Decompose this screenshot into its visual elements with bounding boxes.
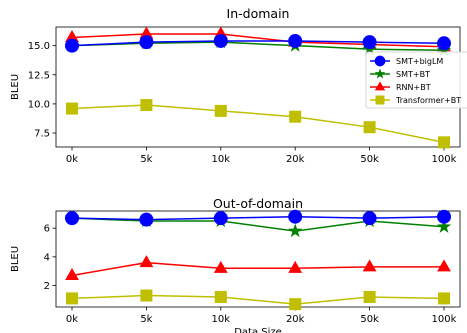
x-axis-label: Data Size (234, 327, 282, 333)
data-point (139, 212, 154, 227)
data-point (65, 38, 79, 53)
x-tick-label: 10k (212, 314, 231, 325)
x-tick-label: 5k (140, 154, 152, 165)
data-point (438, 136, 450, 149)
data-point (437, 36, 451, 51)
series-line (71, 217, 445, 232)
chart-title: Out-of-domain (213, 196, 303, 211)
data-point (438, 292, 450, 305)
y-axis-label: BLEU (10, 246, 21, 272)
data-point (363, 290, 376, 303)
series-transformer-bt (66, 289, 450, 311)
legend-box (365, 51, 467, 109)
y-tick-label: 6 (44, 224, 50, 235)
y-tick-label: 10.0 (28, 99, 50, 110)
chart-title: In-domain (227, 6, 290, 21)
x-tick-label: 0k (66, 154, 78, 165)
y-tick-label: 4 (44, 252, 50, 263)
data-point (214, 290, 227, 303)
x-tick-label: 50k (360, 154, 379, 165)
legend-marker (374, 68, 386, 79)
legend-marker (374, 55, 386, 67)
data-point (66, 102, 78, 115)
legend: SMT+bigLM SMT+BT RNN+BT Transformer+BT (365, 51, 467, 109)
y-tick-label: 7.5 (34, 129, 50, 140)
data-point (288, 223, 303, 238)
data-point (362, 211, 377, 226)
legend-marker (375, 95, 385, 105)
x-tick-label: 0k (66, 314, 78, 325)
data-point (140, 289, 153, 302)
x-tick-label: 10k (212, 154, 231, 165)
legend-entry: RNN+BT (370, 81, 431, 92)
data-point (289, 110, 302, 123)
data-point (65, 211, 79, 226)
series-line (71, 215, 445, 221)
series-smt-biglm (65, 209, 451, 227)
series-line (71, 294, 445, 305)
y-tick-label: 2 (44, 281, 50, 292)
plot-frame (55, 210, 461, 308)
y-tick-label: 12.5 (28, 70, 50, 81)
x-tick-label: 20k (286, 314, 305, 325)
y-tick-label: 15.0 (28, 41, 50, 52)
legend-label: RNN+BT (396, 83, 431, 92)
series-line (71, 261, 444, 277)
y-axis-label: BLEU (10, 74, 21, 100)
series-rnn-bt (65, 255, 451, 280)
x-tick-label: 100k (432, 314, 457, 325)
x-tick-label: 100k (432, 154, 457, 165)
legend-label: SMT+BT (396, 70, 430, 79)
data-point (214, 104, 227, 117)
data-point (289, 298, 302, 311)
legend-label: Transformer+BT (395, 96, 461, 105)
x-tick-label: 20k (286, 154, 305, 165)
data-point (139, 255, 154, 268)
legend-marker (374, 81, 386, 91)
data-point (139, 35, 154, 50)
data-point (213, 211, 228, 226)
legend-entry: SMT+bigLM (370, 55, 443, 67)
series-line (71, 33, 445, 48)
data-point (213, 33, 228, 48)
series-line (71, 104, 445, 144)
data-point (288, 33, 303, 48)
data-point (362, 259, 377, 272)
series-rnn-bt (65, 26, 451, 52)
data-point (213, 260, 228, 273)
legend-entry: Transformer+BT (370, 95, 461, 105)
chart-panel-2: Out-of-domain 0k 5k 10k 20k 50k 100k 2 4 6 BLEU Dat… (10, 196, 461, 333)
legend-label: SMT+bigLM (396, 57, 443, 66)
data-point (437, 259, 451, 272)
data-point (66, 292, 78, 305)
data-point (139, 26, 154, 39)
data-point (65, 29, 79, 42)
series-smt-bt (64, 210, 452, 238)
x-tick-label: 5k (140, 314, 152, 325)
data-point (437, 209, 451, 224)
data-point (436, 219, 452, 233)
x-tick-label: 50k (360, 314, 379, 325)
data-point (65, 267, 79, 280)
data-point (288, 209, 303, 224)
legend-entry: SMT+BT (370, 68, 430, 79)
data-point (288, 260, 303, 273)
series-transformer-bt (66, 99, 450, 149)
chart-panel-1: In-domain 0k 5k 10k 20k 50k 100k 7.5 10.0 12.5 15.… (10, 6, 467, 165)
data-point (362, 35, 377, 50)
data-point (140, 99, 153, 112)
series-line (71, 40, 445, 47)
data-point (363, 121, 376, 134)
series-line (71, 41, 445, 52)
series-smt-biglm (65, 33, 451, 53)
